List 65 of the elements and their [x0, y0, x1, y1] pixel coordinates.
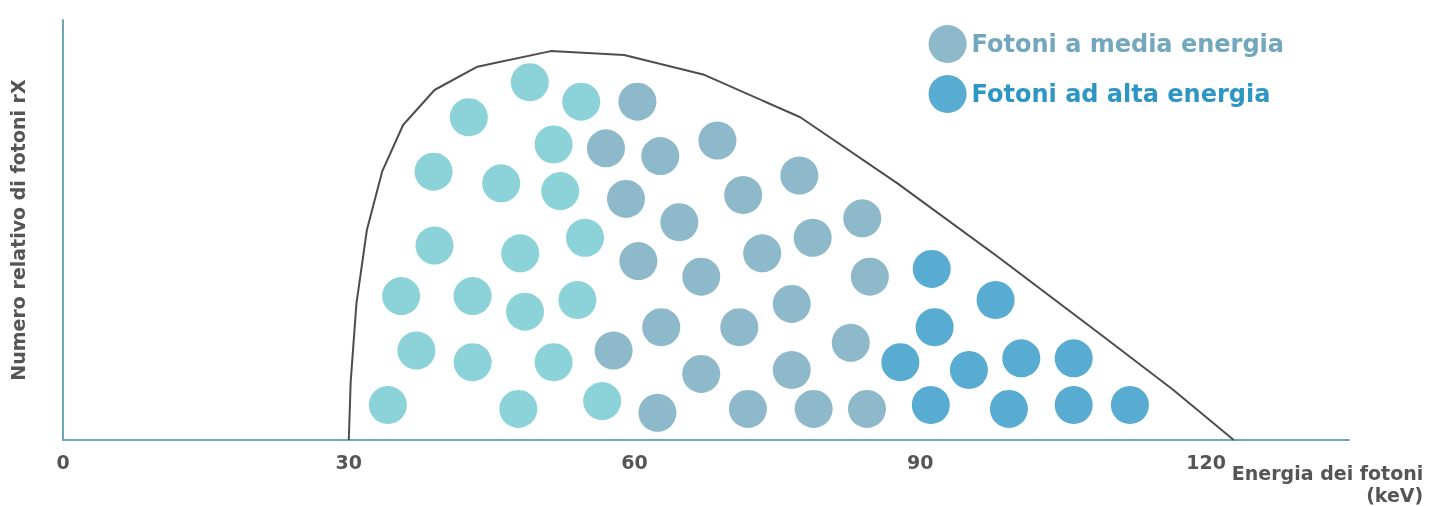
- point: [562, 82, 601, 121]
- point: [453, 277, 492, 316]
- point: [482, 164, 521, 203]
- point: [587, 129, 625, 168]
- point: [720, 308, 759, 347]
- point: [772, 351, 811, 389]
- point: [912, 249, 951, 288]
- point: [1002, 339, 1041, 378]
- point: [506, 292, 545, 331]
- x-tick-label: 90: [907, 450, 934, 473]
- point: [499, 389, 538, 428]
- point: [618, 82, 657, 121]
- point: [558, 281, 597, 319]
- point: [642, 308, 681, 347]
- x-tick-label: 60: [621, 450, 648, 473]
- point: [641, 137, 680, 176]
- point: [449, 98, 488, 137]
- x-tick-label: 120: [1186, 450, 1226, 473]
- point: [1110, 386, 1149, 424]
- point: [831, 323, 870, 362]
- point: [843, 199, 882, 238]
- y-axis-title: Numero relativo di fotoni rX: [6, 79, 29, 381]
- point: [594, 331, 633, 370]
- point: [772, 284, 811, 323]
- x-tick-label: 0: [56, 450, 70, 473]
- x-tick-label: 30: [335, 450, 362, 473]
- legend-label: Fotoni ad alta energia: [971, 80, 1271, 108]
- legend-label: Fotoni a media energia: [971, 30, 1285, 58]
- point: [397, 331, 436, 370]
- point: [414, 152, 453, 191]
- point: [566, 218, 605, 257]
- point: [501, 234, 540, 273]
- x-axis-title: Energia dei fotoni (keV): [1231, 462, 1424, 506]
- point: [1054, 386, 1093, 424]
- point: [682, 257, 721, 296]
- point: [989, 389, 1028, 428]
- point: [415, 226, 454, 265]
- point: [510, 63, 549, 102]
- point: [1054, 339, 1093, 378]
- point: [638, 393, 677, 432]
- point: [583, 382, 622, 421]
- point: [698, 121, 737, 160]
- point: [780, 156, 819, 195]
- point: [728, 389, 767, 428]
- point: [911, 386, 950, 424]
- point: [949, 351, 988, 389]
- point: [534, 343, 573, 382]
- point: [794, 389, 833, 428]
- point: [724, 176, 763, 214]
- point: [368, 386, 407, 424]
- point: [915, 308, 954, 347]
- point: [382, 277, 421, 316]
- point: [850, 257, 889, 296]
- point: [541, 172, 580, 211]
- point: [607, 179, 645, 218]
- point: [534, 125, 573, 164]
- point: [453, 343, 492, 382]
- point: [976, 281, 1015, 319]
- point: [682, 354, 721, 393]
- point: [619, 242, 658, 281]
- point: [743, 234, 782, 273]
- point: [660, 203, 699, 242]
- point: [793, 218, 832, 257]
- point: [848, 389, 886, 428]
- point: [881, 343, 920, 382]
